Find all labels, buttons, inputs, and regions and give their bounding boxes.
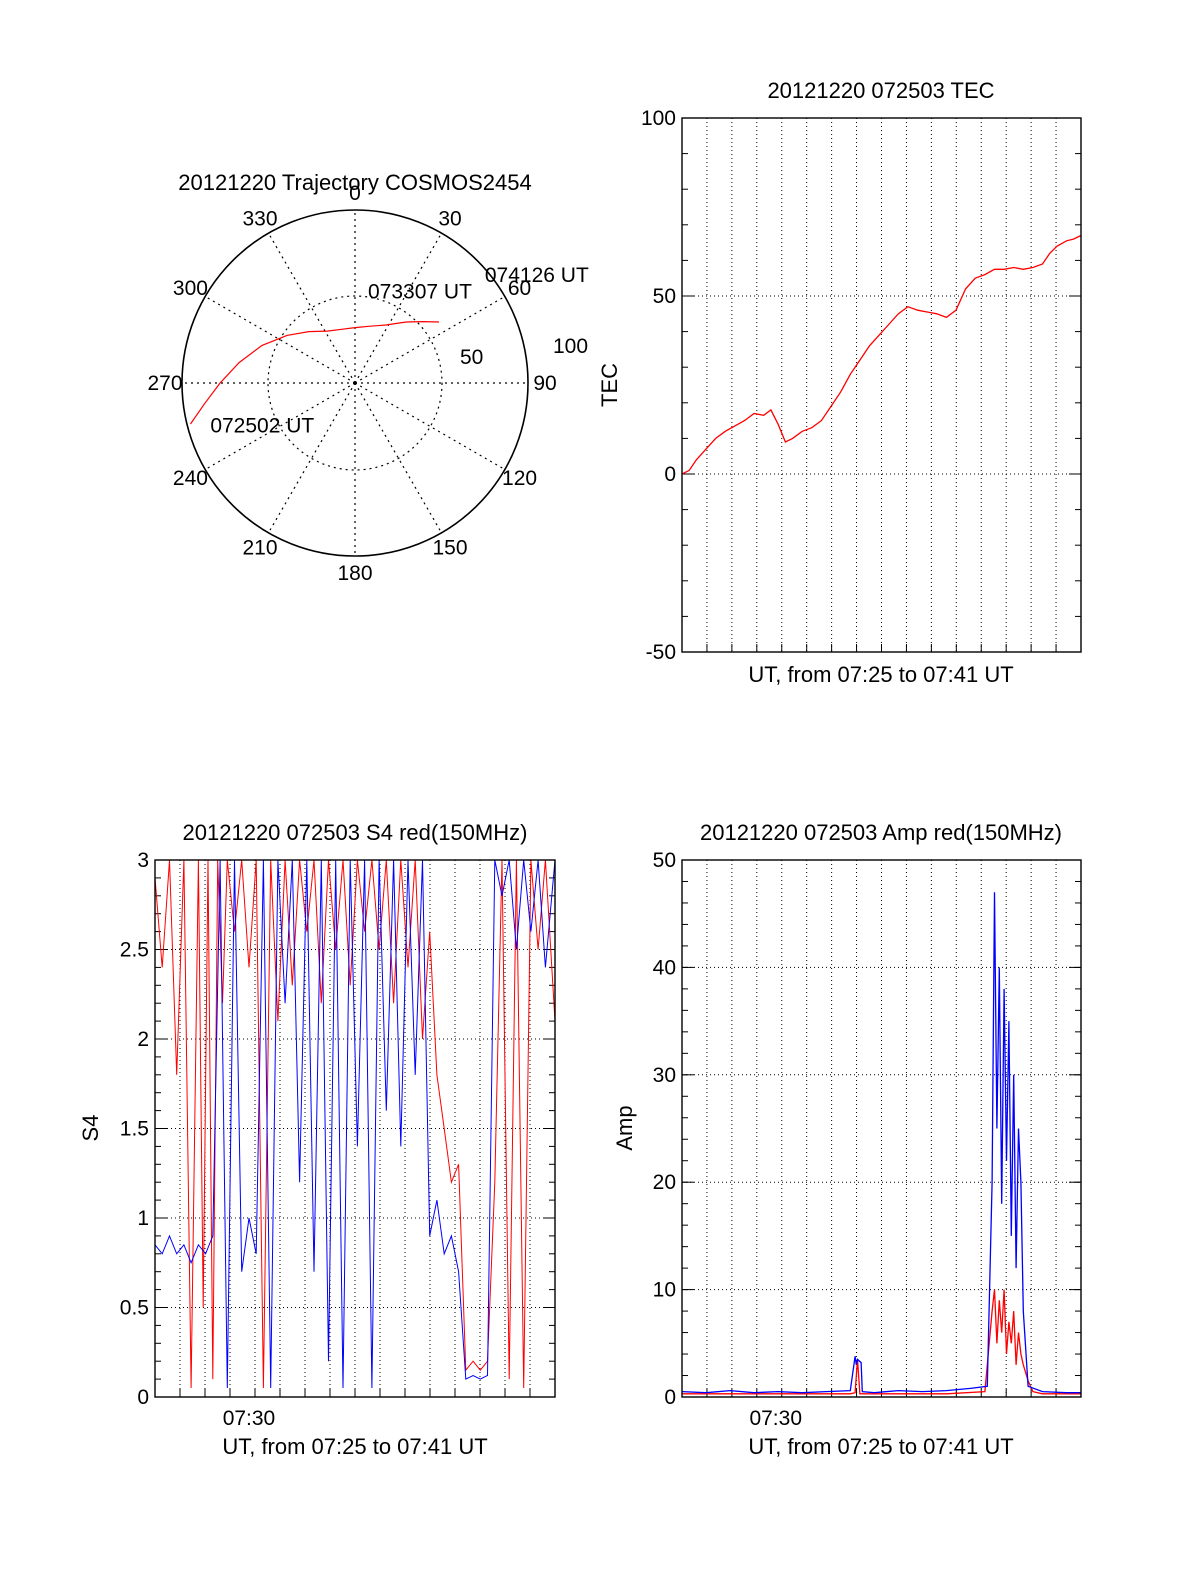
polar-spoke-330 (267, 232, 356, 384)
azimuth-label-30: 30 (438, 207, 461, 230)
s4-y-tick-label: 1 (137, 1207, 149, 1230)
amp-panel: 20121220 072503 Amp red(150MHz) UT, from… (612, 820, 1082, 1459)
azimuth-label-300: 300 (173, 277, 208, 300)
trajectory-time-annotation: 074126 UT (485, 264, 589, 287)
azimuth-label-240: 240 (173, 467, 208, 490)
tec-y-tick-label: 100 (641, 107, 676, 130)
amp-x-tick-label: 07:30 (749, 1407, 802, 1430)
tec-ylabel: TEC (597, 363, 622, 407)
s4-y-tick-label: 2.5 (120, 939, 149, 962)
s4-xlabel: UT, from 07:25 to 07:41 UT (222, 1434, 487, 1459)
azimuth-label-60: 60 (508, 277, 531, 300)
tec-title: 20121220 072503 TEC (767, 78, 994, 103)
tec-panel: 20121220 072503 TEC UT, from 07:25 to 07… (597, 78, 1082, 687)
polar-spoke-30 (354, 232, 443, 384)
trajectory-title: 20121220 Trajectory COSMOS2454 (178, 170, 531, 195)
amp-series-red-line (682, 1289, 1081, 1395)
amp-y-tick-label: 20 (653, 1171, 676, 1194)
azimuth-label-210: 210 (242, 537, 277, 560)
polar-spoke-240 (204, 382, 356, 471)
s4-panel: 20121220 072503 S4 red(150MHz) UT, from … (78, 820, 556, 1459)
tec-plot-frame (681, 117, 1082, 653)
s4-y-tick-label: 1.5 (120, 1118, 149, 1141)
amp-y-tick-label: 30 (653, 1064, 676, 1087)
azimuth-label-180: 180 (337, 562, 372, 585)
azimuth-label-0: 0 (349, 182, 361, 205)
azimuth-label-150: 150 (432, 537, 467, 560)
trajectory-polar-panel: 20121220 Trajectory COSMOS2454 0 30 60 90 12… (147, 170, 588, 585)
s4-y-tick-label: 2 (137, 1028, 149, 1051)
amp-y-tick-label: 10 (653, 1279, 676, 1302)
amp-title: 20121220 072503 Amp red(150MHz) (700, 820, 1062, 845)
tec-y-tick-label: -50 (646, 641, 676, 664)
s4-y-tick-label: 0 (137, 1386, 149, 1409)
trajectory-series-path (190, 320, 440, 425)
polar-spoke-120 (354, 382, 506, 471)
amp-xlabel: UT, from 07:25 to 07:41 UT (748, 1434, 1013, 1459)
tec-series-red-line (681, 234, 1082, 475)
s4-series-blue-line (154, 859, 556, 1389)
tec-xlabel: UT, from 07:25 to 07:41 UT (748, 662, 1013, 687)
s4-y-tick-label: 0.5 (120, 1297, 149, 1320)
azimuth-label-330: 330 (242, 207, 277, 230)
polar-spoke-60 (354, 295, 506, 384)
polar-spoke-300 (204, 295, 356, 384)
polar-spoke-210 (267, 382, 356, 534)
amp-ylabel: Amp (612, 1105, 637, 1150)
azimuth-label-90: 90 (533, 372, 556, 395)
amp-plot-frame (681, 859, 1082, 1398)
radial-label-100: 100 (553, 335, 588, 358)
amp-y-tick-label: 0 (664, 1386, 676, 1409)
tec-y-tick-label: 50 (653, 285, 676, 308)
amp-y-tick-label: 40 (653, 956, 676, 979)
amp-y-tick-label: 50 (653, 849, 676, 872)
amp-series-blue-line (681, 892, 1081, 1394)
polar-inner-ring (267, 295, 443, 471)
s4-title: 20121220 072503 S4 red(150MHz) (183, 820, 528, 845)
trajectory-time-annotation: 072502 UT (210, 414, 314, 437)
s4-plot-frame (154, 859, 556, 1398)
trajectory-time-annotation: 073307 UT (368, 280, 472, 303)
azimuth-label-120: 120 (502, 467, 537, 490)
azimuth-label-270: 270 (147, 372, 182, 395)
tec-y-tick-label: 0 (664, 463, 676, 486)
polar-outer-ring (181, 209, 529, 557)
polar-spoke-150 (354, 382, 443, 534)
radial-label-50: 50 (460, 346, 483, 369)
s4-y-tick-label: 3 (137, 849, 149, 872)
s4-x-tick-label: 07:30 (223, 1407, 276, 1430)
s4-ylabel: S4 (78, 1115, 103, 1142)
